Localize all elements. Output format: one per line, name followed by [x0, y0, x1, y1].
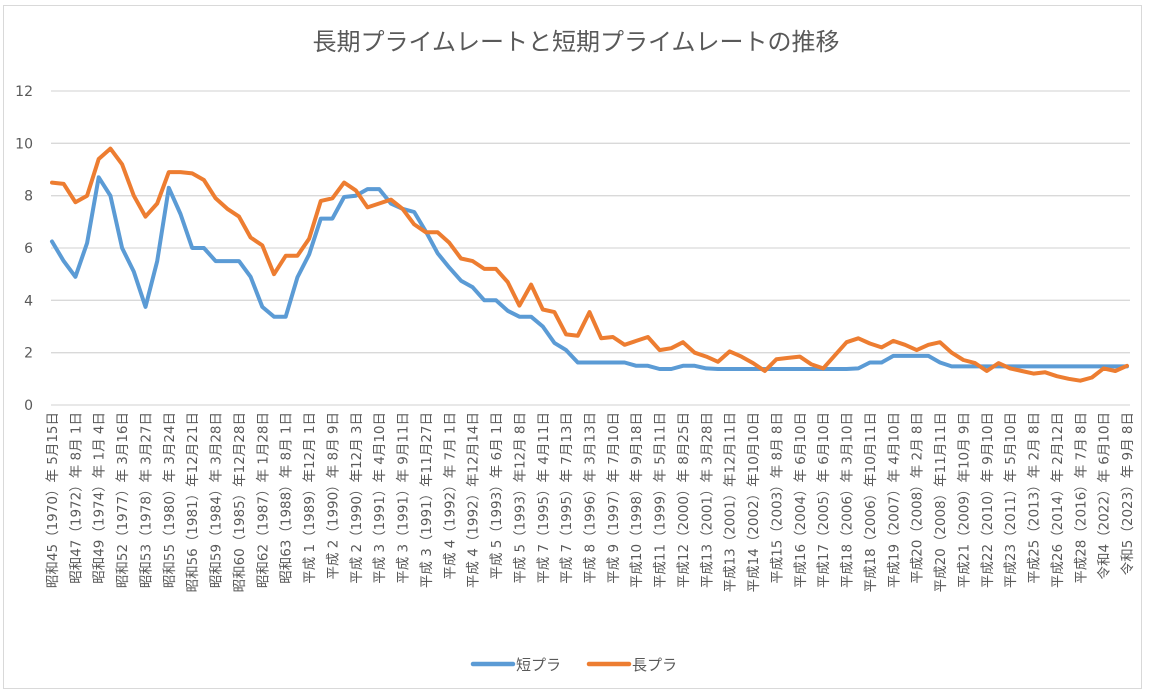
x-tick-label: 平成11（1999）年 5月11日	[653, 412, 669, 588]
chart-area	[3, 5, 1142, 689]
x-tick-label: 平成22（2010）年 9月10日	[980, 412, 996, 588]
x-tick-label: 平成 2（1990）年 8月 9日	[325, 412, 341, 580]
x-tick-label: 平成15（2003）年 8月 8日	[769, 412, 785, 584]
x-axis: 昭和45（1970）年 5月15日 昭和47（1972）年 8月 1日 昭和49（1…	[45, 412, 1136, 592]
x-tick-label: 昭和60（1985）年12月28日	[232, 412, 248, 592]
x-tick-label: 平成23（2011）年 5月10日	[1003, 412, 1019, 588]
x-tick-label: 令和4（2022）年 6月10日	[1097, 412, 1113, 580]
x-tick-label: 平成13（2001）年12月11日	[723, 412, 739, 592]
x-tick-label: 昭和63（1988）年 8月 1日	[279, 412, 295, 584]
y-tick-label: 2	[24, 346, 33, 362]
x-tick-label: 平成 8（1996）年 3月13日	[583, 412, 599, 584]
x-tick-label: 平成10（1998）年 9月18日	[629, 412, 645, 588]
x-tick-label: 平成 3（1991）年 9月11日	[396, 412, 412, 584]
series-line-long-prime	[50, 146, 1129, 383]
x-tick-label: 平成20（2008）年11月11日	[933, 412, 949, 592]
x-tick-label: 平成13（2001）年 3月28日	[699, 412, 715, 588]
y-axis: 0 2 4 6 8 10 12	[15, 84, 33, 414]
x-tick-label: 平成26（2014）年 2月12日	[1050, 412, 1066, 588]
x-tick-label: 平成 7（1995）年 4月11日	[536, 412, 552, 584]
y-tick-label: 10	[15, 136, 33, 152]
x-tick-label: 平成19（2007）年 4月10日	[886, 412, 902, 588]
plot-area	[50, 146, 1129, 383]
legend-label-long: 長プラ	[632, 656, 677, 674]
x-tick-label: 昭和47（1972）年 8月 1日	[68, 412, 84, 584]
x-tick-label: 平成 4（1992）年12月14日	[466, 412, 482, 588]
x-tick-label: 平成17（2005）年 6月10日	[816, 412, 832, 588]
x-tick-label: 平成25（2013）年 2月 8日	[1027, 412, 1043, 584]
series-line-short-prime	[50, 175, 1129, 371]
x-tick-label: 昭和56（1981）年12月21日	[185, 412, 201, 592]
chart-title: 長期プライムレートと短期プライムレートの推移	[312, 28, 839, 56]
x-tick-label: 昭和52（1977）年 3月16日	[115, 412, 131, 588]
x-tick-label: 平成 4（1992）年 7月 1日	[442, 412, 458, 580]
x-tick-label: 平成12（2000）年 8月25日	[676, 412, 692, 588]
x-tick-label: 平成 5（1993）年12月 8日	[512, 412, 528, 584]
y-tick-label: 6	[24, 241, 33, 257]
x-tick-label: 平成18（2006）年 3月10日	[840, 412, 856, 588]
x-tick-label: 平成16（2004）年 6月10日	[793, 412, 809, 588]
x-tick-label: 平成 9（1997）年 7月10日	[606, 412, 622, 584]
x-tick-label: 昭和55（1980）年 3月24日	[162, 412, 178, 588]
y-tick-label: 0	[24, 398, 33, 414]
x-tick-label: 昭和62（1987）年 1月28日	[255, 412, 271, 588]
x-tick-label: 令和5（2023）年 9月 8日	[1120, 412, 1136, 575]
x-tick-label: 平成 3（1991）年 4月10日	[372, 412, 388, 584]
x-tick-label: 昭和49（1974）年 1月 4日	[92, 412, 108, 584]
x-tick-label: 平成 3（1991）年11月27日	[419, 412, 435, 588]
x-tick-label: 昭和59（1984）年 3月28日	[209, 412, 225, 588]
y-tick-label: 8	[24, 189, 33, 205]
x-tick-label: 昭和53（1978）年 3月27日	[138, 412, 154, 588]
x-tick-label: 平成14（2002）年10月10日	[746, 412, 762, 592]
x-tick-label: 平成 5（1993）年 6月 1日	[489, 412, 505, 580]
x-tick-label: 平成28（2016）年 7月 8日	[1073, 412, 1089, 584]
legend: 短プラ 長プラ	[470, 656, 677, 674]
x-tick-label: 平成 1（1989）年12月 1日	[302, 412, 318, 584]
x-tick-label: 平成 7（1995）年 7月13日	[559, 412, 575, 584]
legend-label-short: 短プラ	[516, 656, 561, 674]
x-tick-label: 平成18（2006）年10月11日	[863, 412, 879, 592]
x-tick-label: 平成20（2008）年 2月 8日	[910, 412, 926, 584]
gridlines	[51, 90, 1130, 406]
x-tick-label: 昭和45（1970）年 5月15日	[45, 412, 61, 588]
x-tick-label: 平成 2（1990）年12月 3日	[349, 412, 365, 584]
y-tick-label: 12	[15, 84, 33, 100]
y-tick-label: 4	[24, 293, 33, 309]
x-tick-label: 平成21（2009）年10月 9日	[956, 412, 972, 588]
